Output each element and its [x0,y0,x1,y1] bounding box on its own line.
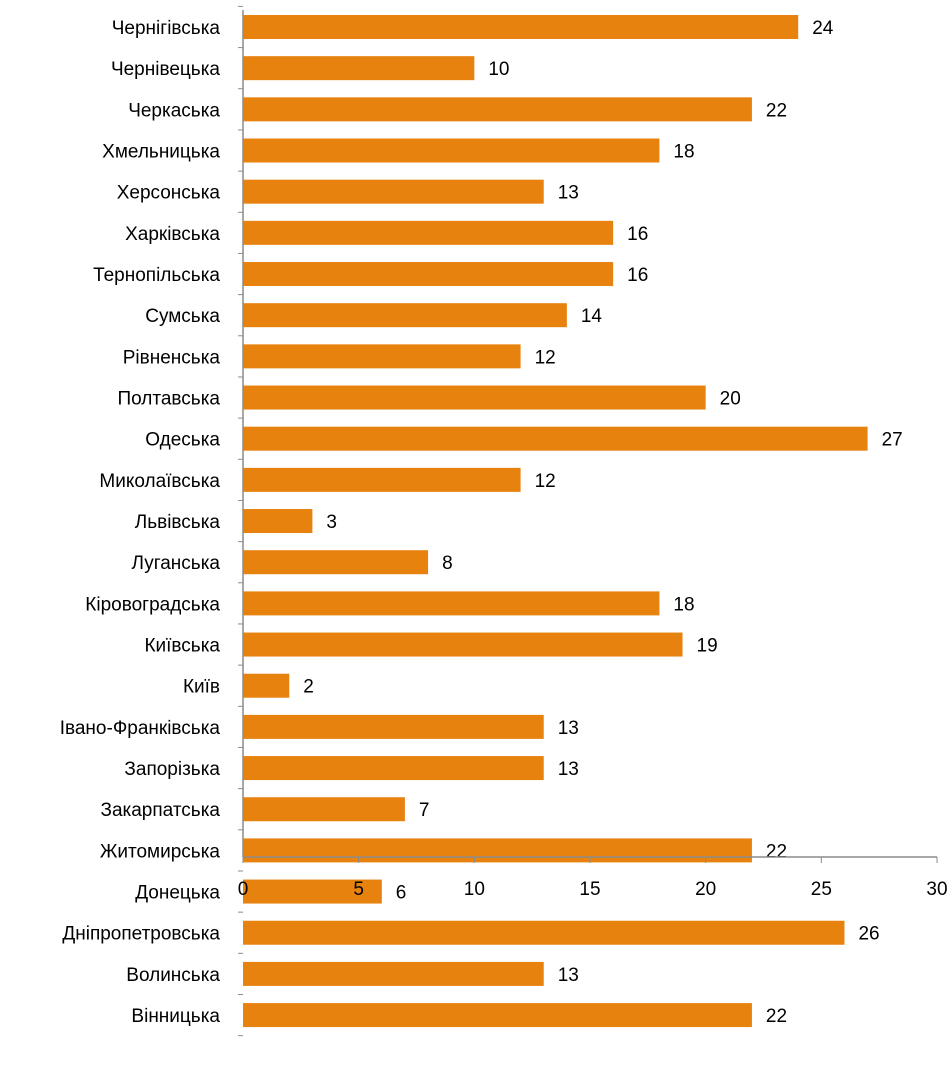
bar-value-label: 16 [627,265,648,286]
bar [243,632,683,657]
category-label: Запорізька [124,759,220,780]
bar-value-label: 13 [558,759,579,780]
category-label: Київ [183,677,220,698]
bar-value-label: 27 [882,430,903,451]
bar [243,344,521,369]
category-label: Дніпропетровська [62,924,220,945]
bar-value-label: 19 [697,636,718,657]
category-label: Вінницька [131,1006,220,1027]
bar-value-label: 22 [766,100,787,121]
bar [243,961,544,986]
bar [243,426,868,451]
bar-value-label: 12 [535,471,556,492]
x-tick-label: 30 [926,879,947,900]
bars-layer [243,15,868,1028]
category-label: Харківська [125,224,220,245]
bar [243,756,544,781]
category-label: Чернігівська [112,18,221,39]
value-labels-layer: 2410221813161614122027123818192131372262… [303,18,902,1027]
bar-value-label: 26 [858,924,879,945]
category-label: Сумська [145,306,220,327]
bar [243,138,660,163]
category-label: Черкаська [128,100,220,121]
category-label: Донецька [135,883,220,904]
category-label: Івано-Франківська [60,718,221,739]
bar [243,467,521,492]
bar [243,673,290,698]
x-tick-label: 20 [695,879,716,900]
bar [243,220,614,245]
bar-value-label: 24 [812,18,834,39]
bar-value-label: 13 [558,718,579,739]
category-label: Рівненська [123,347,221,368]
category-label: Львівська [135,512,221,533]
bar [243,838,752,863]
bar-value-label: 13 [558,183,579,204]
category-label: Закарпатська [100,800,220,821]
bar [243,303,567,328]
bar-value-label: 22 [766,1006,787,1027]
bar [243,591,660,616]
category-label: Волинська [126,965,220,986]
bar-value-label: 2 [303,677,314,698]
bar [243,714,544,739]
bar [243,56,475,81]
bar-value-label: 10 [488,59,509,80]
x-tick-label: 10 [464,879,485,900]
bar-value-label: 22 [766,841,787,862]
bar-value-label: 18 [673,594,694,615]
axes-layer [238,5,938,1037]
bar [243,879,382,904]
bar-value-label: 6 [396,883,407,904]
x-tick-labels-layer: 0 5 10 15 20 25 30 [238,879,948,900]
category-label: Кіровоградська [85,594,220,615]
bar [243,920,845,945]
bar-value-label: 14 [581,306,603,327]
bar [243,97,752,122]
category-labels-layer: Чернігівська Чернівецька Черкаська Хмельниц… [60,18,221,1027]
bar-value-label: 8 [442,553,453,574]
category-label: Одеська [145,430,220,451]
x-tick-label: 5 [353,879,364,900]
bar [243,797,405,822]
bar-value-label: 12 [535,347,556,368]
bar-value-label: 3 [326,512,337,533]
bar [243,262,614,287]
x-tick-label: 15 [579,879,600,900]
x-tick-label: 0 [238,879,249,900]
x-tick-label: 25 [811,879,832,900]
bar [243,509,313,534]
category-label: Луганська [132,553,221,574]
bar [243,385,706,410]
bar-value-label: 20 [720,389,741,410]
category-label: Хмельницька [102,142,220,163]
category-label: Херсонська [117,183,221,204]
category-label: Тернопільська [93,265,220,286]
category-label: Чернівецька [111,59,220,80]
bar [243,15,799,39]
bar [243,179,544,204]
bar-value-label: 18 [673,142,694,163]
bar-value-label: 16 [627,224,648,245]
bar-value-label: 7 [419,800,430,821]
category-label: Полтавська [117,389,220,410]
bar-value-label: 13 [558,965,579,986]
bar [243,550,429,575]
bar [243,1003,752,1028]
category-label: Житомирська [100,841,221,862]
category-label: Миколаївська [99,471,220,492]
category-label: Київська [144,636,220,657]
